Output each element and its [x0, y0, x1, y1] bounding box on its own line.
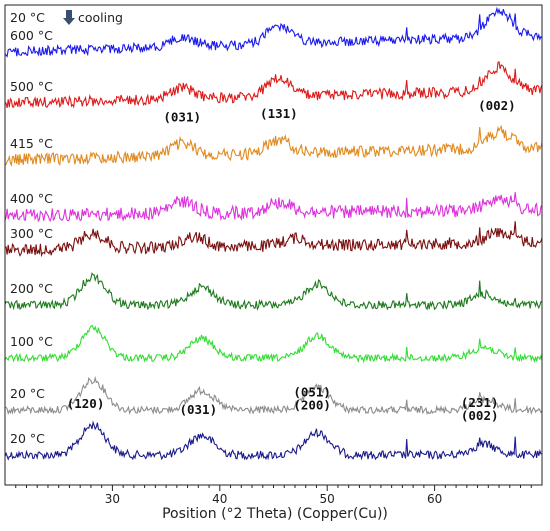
x-tick-label: 40	[212, 492, 227, 506]
series-line-7	[4, 124, 543, 167]
cooling-label: cooling	[78, 10, 123, 25]
series-label-2: 20 °C	[10, 386, 45, 401]
series-label-6: 400 °C	[10, 191, 53, 206]
peak-label-3-line2: (200)	[293, 398, 331, 413]
series-label-9: 600 °C	[10, 28, 53, 43]
top-label: 20 °C	[10, 10, 45, 25]
peak-label-1: (120)	[67, 396, 105, 411]
series-line-8	[4, 60, 543, 109]
x-tick-label: 50	[320, 492, 335, 506]
series-line-6	[4, 192, 543, 223]
series-label-8: 500 °C	[10, 79, 53, 94]
cooling-arrow-icon	[63, 10, 75, 25]
series-line-5	[4, 221, 543, 258]
series-label-1: 20 °C	[10, 431, 45, 446]
series-line-3	[4, 324, 543, 364]
peak-label-4: (231)	[461, 395, 499, 410]
series-layer	[4, 6, 543, 461]
series-line-1	[4, 420, 543, 461]
series-label-5: 300 °C	[10, 226, 53, 241]
peak-label-5: (031)	[163, 110, 201, 125]
peak-label-3: (051)	[293, 385, 331, 400]
x-axis-label: Position (°2 Theta) (Copper(Cu))	[162, 506, 388, 522]
series-line-2	[4, 375, 543, 416]
series-label-4: 200 °C	[10, 281, 53, 296]
x-axis: 30 40 50 60	[15, 485, 532, 506]
peak-label-6: (131)	[260, 106, 298, 121]
peak-label-4-line2: (002)	[461, 408, 499, 423]
series-label-7: 415 °C	[10, 136, 53, 151]
series-line-4	[4, 272, 543, 311]
series-line-9	[4, 6, 543, 58]
peak-label-7: (002)	[478, 98, 516, 113]
peak-label-2: (031)	[179, 402, 217, 417]
label-layer: 20 °C 20 °C 100 °C 200 °C 300 °C 400 °C 415 °C…	[10, 10, 516, 446]
series-label-3: 100 °C	[10, 334, 53, 349]
x-tick-label: 30	[105, 492, 120, 506]
x-tick-label: 60	[427, 492, 442, 506]
